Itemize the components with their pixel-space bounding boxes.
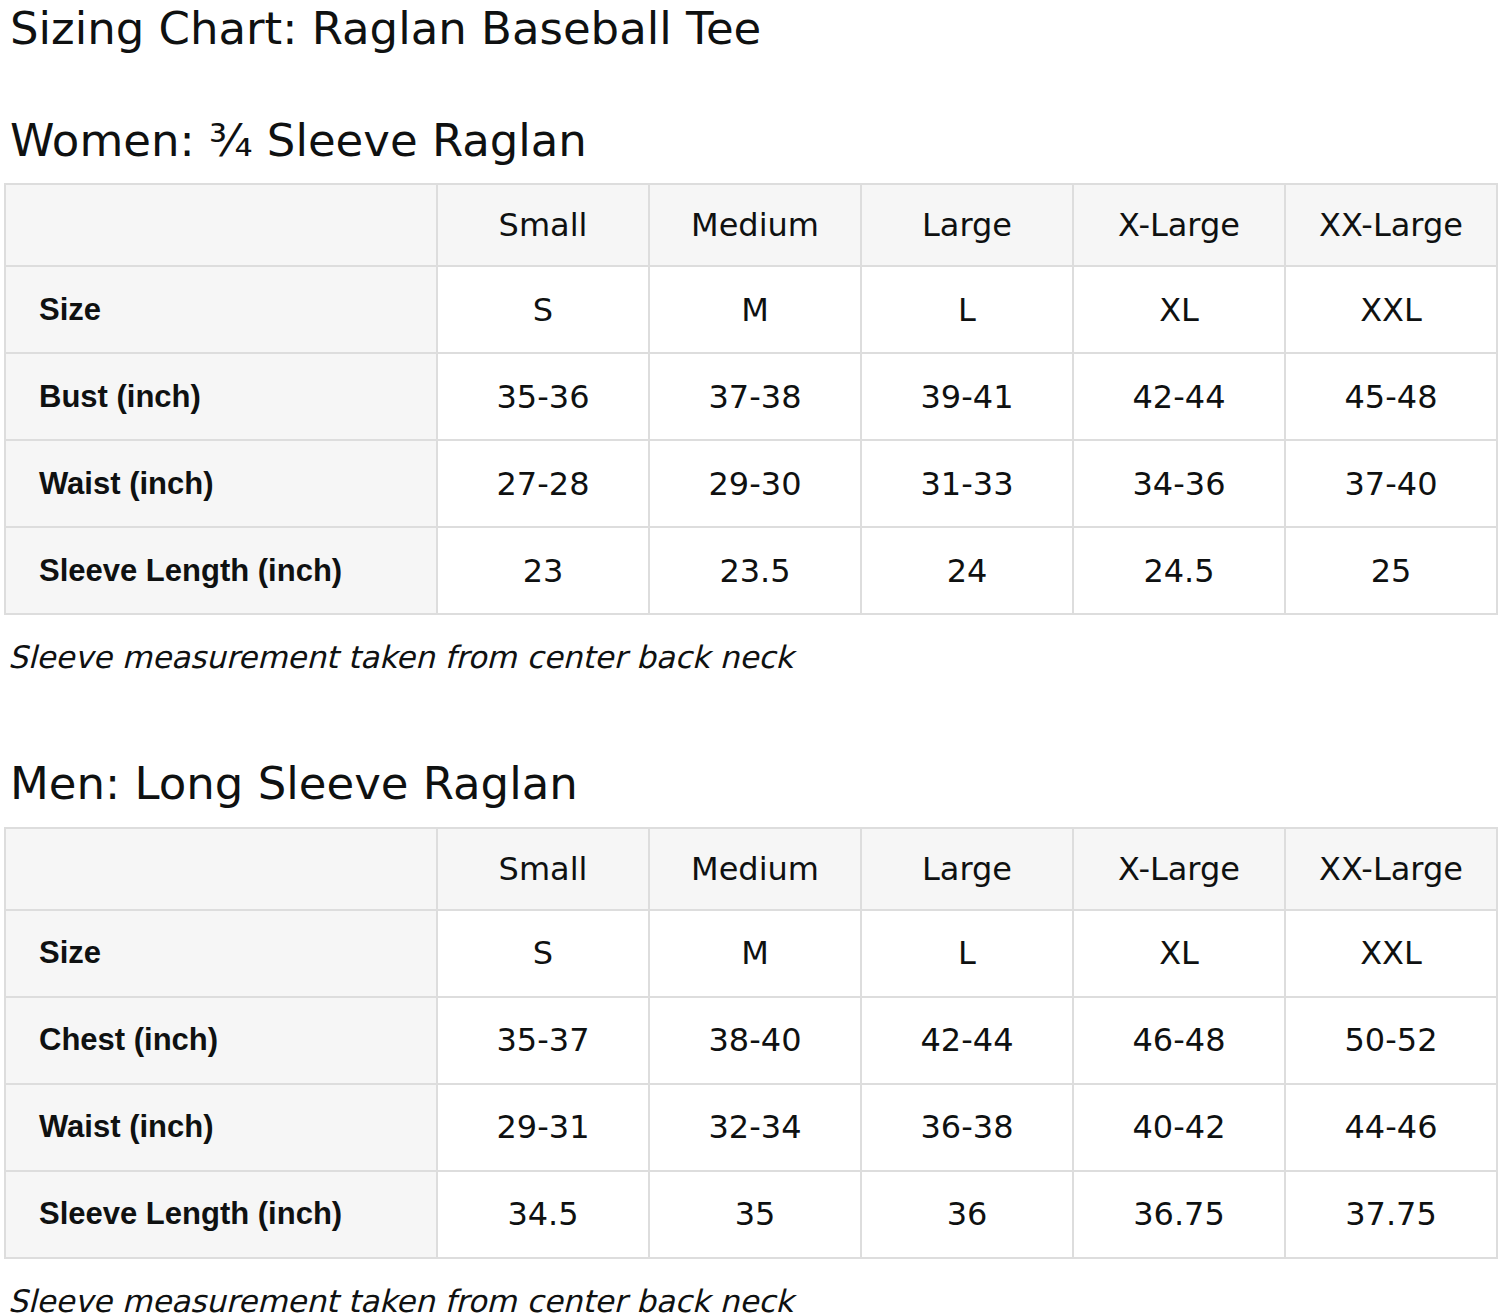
women-section-heading: Women: ¾ Sleeve Raglan (10, 116, 1496, 166)
men-section: Men: Long Sleeve Raglan SmallMediumLarge… (4, 759, 1496, 1315)
size-value-cell: 24.5 (1073, 527, 1285, 614)
women-sleeve-note: Sleeve measurement taken from center bac… (8, 639, 1496, 675)
size-value-cell: 35-36 (437, 353, 649, 440)
row-label: Waist (inch) (5, 440, 437, 527)
table-row: Chest (inch)35-3738-4042-4446-4850-52 (5, 997, 1497, 1084)
table-row: Waist (inch)29-3132-3436-3840-4244-46 (5, 1084, 1497, 1171)
women-section: Women: ¾ Sleeve Raglan SmallMediumLargeX… (4, 116, 1496, 676)
size-value-cell: 25 (1285, 527, 1497, 614)
column-header: Medium (649, 184, 861, 266)
size-value-cell: 32-34 (649, 1084, 861, 1171)
table-row: Bust (inch)35-3637-3839-4142-4445-48 (5, 353, 1497, 440)
row-label: Chest (inch) (5, 997, 437, 1084)
header-row: SmallMediumLargeX-LargeXX-Large (5, 828, 1497, 910)
size-value-cell: 36.75 (1073, 1171, 1285, 1258)
column-header: Small (437, 184, 649, 266)
women-size-table: SmallMediumLargeX-LargeXX-LargeSizeSMLXL… (4, 183, 1498, 615)
size-value-cell: S (437, 910, 649, 997)
corner-cell (5, 828, 437, 910)
table-row: Sleeve Length (inch)2323.52424.525 (5, 527, 1497, 614)
size-value-cell: 37-40 (1285, 440, 1497, 527)
size-value-cell: 34-36 (1073, 440, 1285, 527)
row-label: Waist (inch) (5, 1084, 437, 1171)
table-row: Waist (inch)27-2829-3031-3334-3637-40 (5, 440, 1497, 527)
size-value-cell: 42-44 (1073, 353, 1285, 440)
size-value-cell: XXL (1285, 910, 1497, 997)
size-value-cell: 39-41 (861, 353, 1073, 440)
size-value-cell: 46-48 (1073, 997, 1285, 1084)
men-size-table: SmallMediumLargeX-LargeXX-LargeSizeSMLXL… (4, 827, 1498, 1259)
column-header: Large (861, 184, 1073, 266)
row-label: Size (5, 266, 437, 353)
table-row: SizeSMLXLXXL (5, 266, 1497, 353)
column-header: Small (437, 828, 649, 910)
size-value-cell: 38-40 (649, 997, 861, 1084)
size-value-cell: 34.5 (437, 1171, 649, 1258)
sizing-chart-page: Sizing Chart: Raglan Baseball Tee Women:… (0, 0, 1500, 1315)
size-value-cell: 29-31 (437, 1084, 649, 1171)
size-value-cell: 36-38 (861, 1084, 1073, 1171)
row-label: Size (5, 910, 437, 997)
men-section-heading: Men: Long Sleeve Raglan (10, 759, 1496, 809)
column-header: XX-Large (1285, 184, 1497, 266)
size-value-cell: 29-30 (649, 440, 861, 527)
size-value-cell: 50-52 (1285, 997, 1497, 1084)
table-row: Sleeve Length (inch)34.5353636.7537.75 (5, 1171, 1497, 1258)
column-header: Large (861, 828, 1073, 910)
size-value-cell: 23.5 (649, 527, 861, 614)
size-value-cell: 31-33 (861, 440, 1073, 527)
table-row: SizeSMLXLXXL (5, 910, 1497, 997)
row-label: Sleeve Length (inch) (5, 1171, 437, 1258)
size-value-cell: 42-44 (861, 997, 1073, 1084)
size-value-cell: S (437, 266, 649, 353)
size-value-cell: M (649, 910, 861, 997)
column-header: XX-Large (1285, 828, 1497, 910)
row-label: Bust (inch) (5, 353, 437, 440)
size-value-cell: 24 (861, 527, 1073, 614)
column-header: X-Large (1073, 184, 1285, 266)
size-value-cell: 27-28 (437, 440, 649, 527)
size-value-cell: 23 (437, 527, 649, 614)
size-value-cell: M (649, 266, 861, 353)
column-header: Medium (649, 828, 861, 910)
size-value-cell: 37-38 (649, 353, 861, 440)
size-value-cell: L (861, 910, 1073, 997)
size-value-cell: 35-37 (437, 997, 649, 1084)
size-value-cell: 36 (861, 1171, 1073, 1258)
size-value-cell: XL (1073, 266, 1285, 353)
size-value-cell: 45-48 (1285, 353, 1497, 440)
size-value-cell: 40-42 (1073, 1084, 1285, 1171)
page-title: Sizing Chart: Raglan Baseball Tee (10, 4, 1496, 54)
header-row: SmallMediumLargeX-LargeXX-Large (5, 184, 1497, 266)
row-label: Sleeve Length (inch) (5, 527, 437, 614)
corner-cell (5, 184, 437, 266)
size-value-cell: XL (1073, 910, 1285, 997)
size-value-cell: 37.75 (1285, 1171, 1497, 1258)
size-value-cell: 44-46 (1285, 1084, 1497, 1171)
size-value-cell: L (861, 266, 1073, 353)
column-header: X-Large (1073, 828, 1285, 910)
size-value-cell: 35 (649, 1171, 861, 1258)
men-sleeve-note: Sleeve measurement taken from center bac… (8, 1283, 1496, 1315)
size-value-cell: XXL (1285, 266, 1497, 353)
